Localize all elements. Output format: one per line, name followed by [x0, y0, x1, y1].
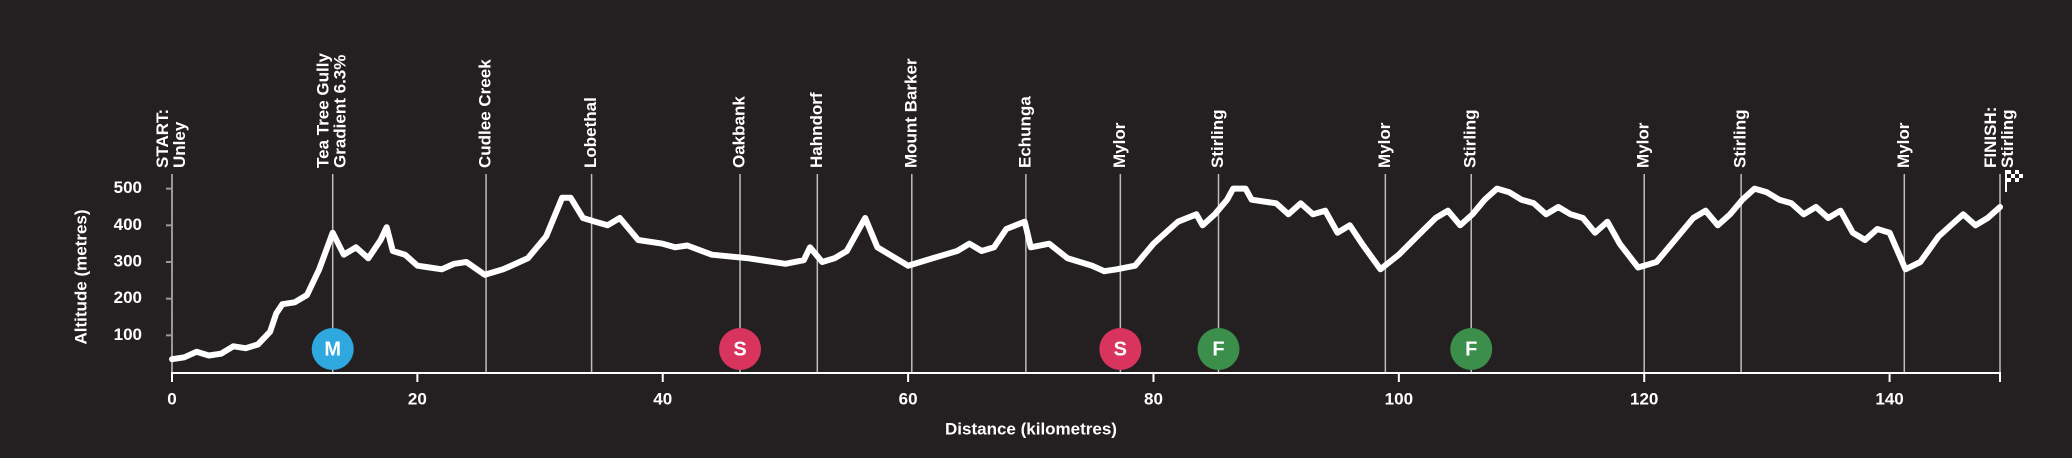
- x-tick-label: 140: [1875, 389, 1903, 408]
- y-axis-label: Altitude (metres): [71, 209, 90, 344]
- place-label: Mylor: [1634, 122, 1653, 168]
- place-label: Hahndorf: [807, 92, 826, 168]
- place-label: Oakbank: [730, 96, 749, 168]
- place-label: Tea Tree Gully: [314, 52, 333, 168]
- marker-label: F: [1212, 338, 1224, 360]
- y-tick-label: 400: [114, 215, 142, 234]
- place-label: Stirling: [1998, 109, 2017, 168]
- flag-square: [2007, 170, 2011, 174]
- y-tick-label: 100: [114, 325, 142, 344]
- sprint-marker: [1197, 328, 1240, 370]
- sprint-marker: [311, 328, 354, 370]
- y-tick-label: 500: [114, 178, 142, 197]
- x-tick-label: 40: [653, 389, 672, 408]
- y-tick-label: 200: [114, 288, 142, 307]
- place-label: Mylor: [1894, 122, 1913, 168]
- flag-square: [2007, 178, 2011, 182]
- place-label: Gradient 6.3%: [331, 55, 350, 168]
- marker-label: S: [733, 338, 746, 360]
- flag-square: [2011, 174, 2015, 178]
- place-label: Stirling: [1208, 109, 1227, 168]
- place-label: Unley: [170, 121, 189, 168]
- flag-square: [2019, 170, 2023, 174]
- marker-label: F: [1465, 338, 1477, 360]
- flag-square: [2015, 174, 2019, 178]
- marker-label: S: [1114, 338, 1127, 360]
- place-label: Lobethal: [581, 97, 600, 168]
- flag-square: [2015, 170, 2019, 174]
- flag-square: [2007, 174, 2011, 178]
- profile-line: [169, 185, 2003, 363]
- x-tick-label: 20: [408, 389, 427, 408]
- sprint-marker: [719, 328, 762, 370]
- place-label: Mylor: [1375, 122, 1394, 168]
- place-label: Mount Barker: [901, 58, 920, 168]
- flag-square: [2011, 170, 2015, 174]
- x-tick-label: 60: [899, 389, 918, 408]
- x-tick-label: 0: [167, 389, 176, 408]
- place-label: Stirling: [1461, 109, 1480, 168]
- flag-square: [2011, 178, 2015, 182]
- place-label: Echunga: [1015, 96, 1034, 168]
- sprint-marker: [1450, 328, 1493, 370]
- place-label: START:: [153, 109, 172, 168]
- sprint-marker: [1099, 328, 1142, 370]
- place-label: Stirling: [1731, 109, 1750, 168]
- place-label: Mylor: [1110, 122, 1129, 168]
- x-tick-label: 120: [1630, 389, 1658, 408]
- flag-square: [2019, 178, 2023, 182]
- y-tick-label: 300: [114, 251, 142, 270]
- flag-square: [2015, 178, 2019, 182]
- flag-square: [2019, 174, 2023, 178]
- x-tick-label: 100: [1385, 389, 1413, 408]
- x-axis-label: Distance (kilometres): [945, 419, 1117, 438]
- marker-label: M: [324, 338, 341, 360]
- place-label: Cudlee Creek: [476, 59, 495, 168]
- finish-flag: [2005, 170, 2023, 192]
- x-tick-label: 80: [1144, 389, 1163, 408]
- place-label: FINISH:: [1981, 107, 2000, 168]
